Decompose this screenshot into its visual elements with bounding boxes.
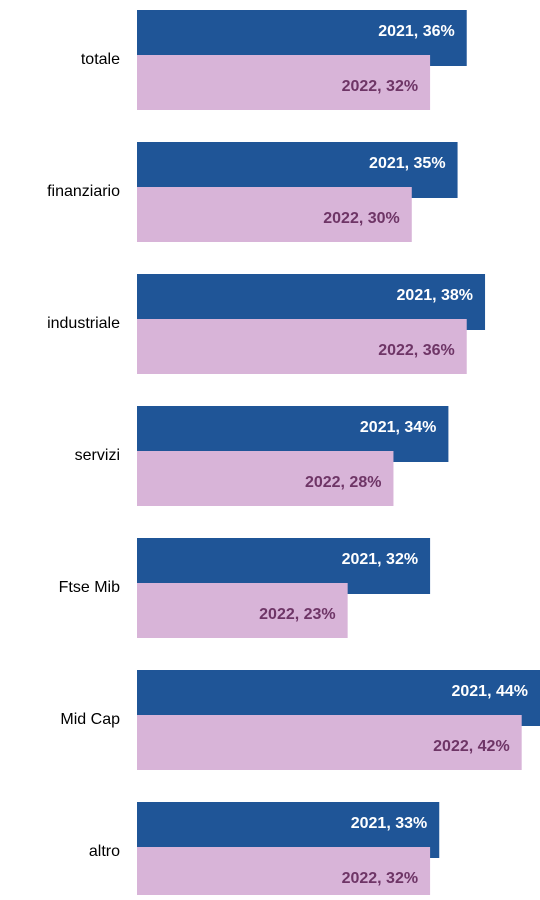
data-label: 2022, 32% — [342, 78, 419, 95]
category-label: industriale — [47, 315, 120, 332]
data-label: 2022, 42% — [433, 738, 510, 755]
category-label: finanziario — [47, 183, 120, 200]
bar — [137, 583, 348, 638]
data-label: 2022, 30% — [323, 210, 400, 227]
data-label: 2021, 38% — [397, 287, 474, 304]
bar — [137, 187, 412, 242]
data-label: 2021, 34% — [360, 419, 437, 436]
category-label: altro — [89, 843, 120, 860]
data-label: 2022, 28% — [305, 474, 382, 491]
category-label: Ftse Mib — [59, 579, 120, 596]
data-label: 2021, 35% — [369, 155, 446, 172]
data-label: 2022, 23% — [259, 606, 336, 623]
category-label: Mid Cap — [60, 711, 120, 728]
bar — [137, 847, 431, 900]
data-label: 2021, 44% — [451, 683, 528, 700]
category-label: servizi — [75, 447, 120, 464]
category-label: totale — [81, 51, 120, 68]
bar — [137, 451, 394, 506]
data-label: 2022, 32% — [342, 870, 419, 887]
data-label: 2022, 36% — [378, 342, 455, 359]
data-label: 2021, 36% — [378, 23, 455, 40]
bar — [137, 319, 467, 374]
bar — [137, 55, 431, 110]
data-label: 2021, 32% — [342, 551, 419, 568]
data-label: 2021, 33% — [351, 815, 428, 832]
bar — [137, 715, 522, 770]
